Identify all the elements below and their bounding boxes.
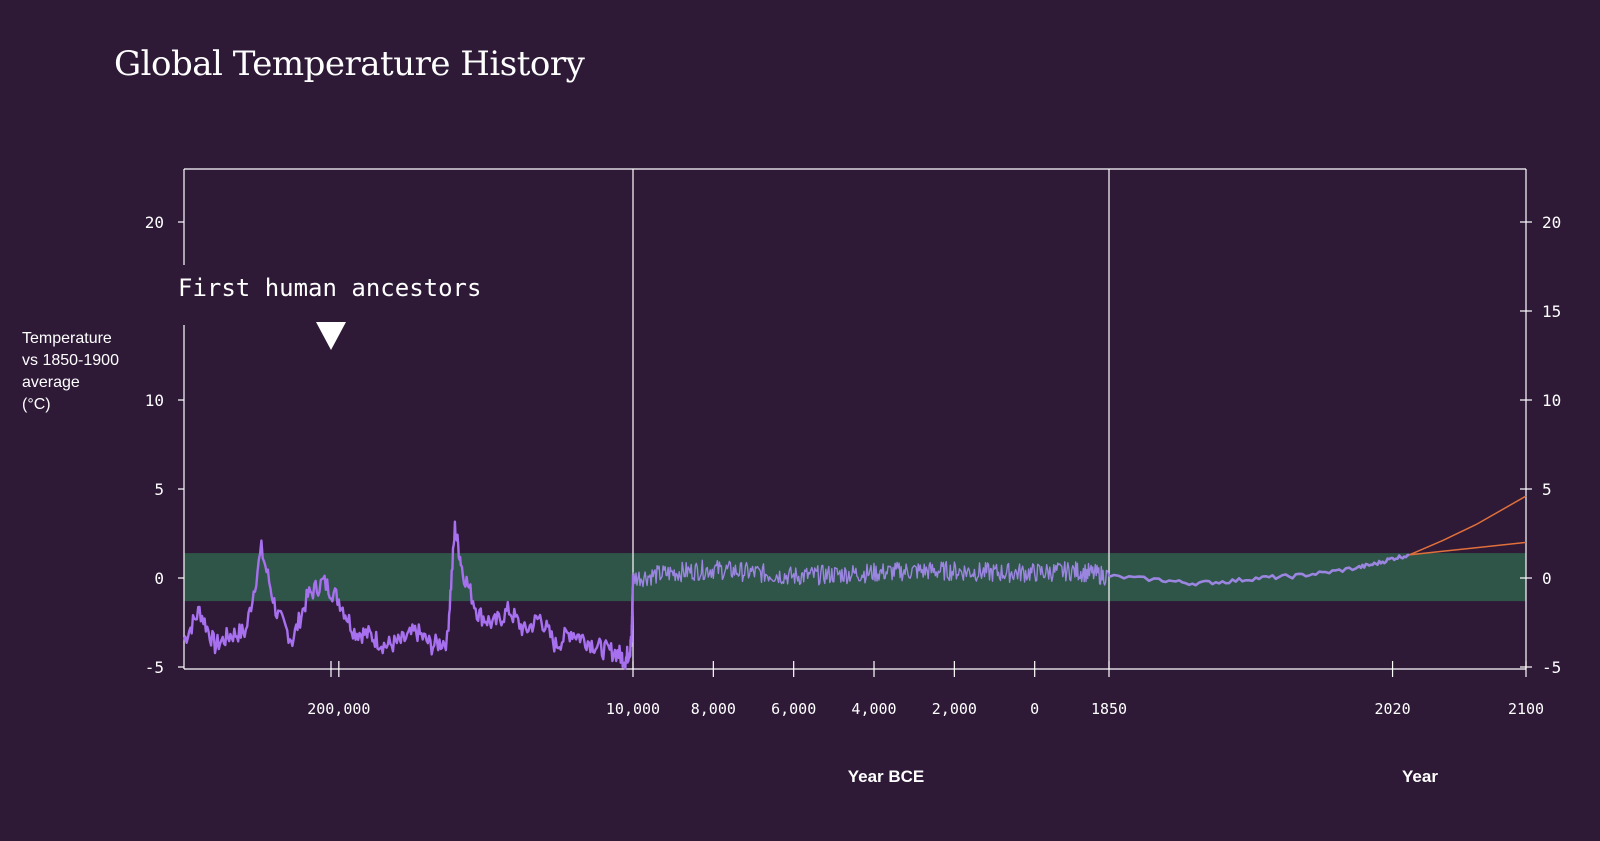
series-paleo-line: [182, 520, 635, 670]
x-tick-label: 8,000: [691, 700, 736, 718]
x-label-layer: Year BCE Year: [848, 767, 1439, 786]
x-axis-label-bce: Year BCE: [848, 767, 925, 786]
annotation-down-arrow-icon: [316, 322, 346, 350]
right-y-tick-label: 15: [1542, 302, 1561, 321]
x-tick-label: 2100: [1508, 700, 1544, 718]
y-axis-label: Temperature vs 1850-1900 average (°C): [22, 330, 119, 413]
x-tick-label: 2,000: [932, 700, 977, 718]
series-holocene-line: [632, 559, 1110, 588]
x-tick-label: 4,000: [851, 700, 896, 718]
frame-layer: [183, 168, 1527, 670]
annotation-label: First human ancestors: [178, 274, 481, 302]
x-tick-label: 10,000: [606, 700, 660, 718]
series-modern-line: [1108, 553, 1410, 587]
band-layer: [184, 553, 1526, 602]
series-layer: [182, 495, 1527, 670]
x-tick-label: 6,000: [771, 700, 816, 718]
x-axis-label-ce: Year: [1402, 767, 1438, 786]
left-y-tick-label: 20: [145, 213, 164, 232]
series-projection-high-line: [1408, 495, 1527, 556]
x-tick-label: 1850: [1091, 700, 1127, 718]
left-y-tick-label: -5: [145, 658, 164, 677]
chart-title: Global Temperature History: [114, 44, 585, 84]
annotation-layer: First human ancestors: [178, 274, 481, 350]
right-y-tick-label: 5: [1542, 480, 1552, 499]
right-y-tick-label: -5: [1542, 658, 1561, 677]
left-y-tick-label: 0: [154, 569, 164, 588]
x-tick-label: 2020: [1374, 700, 1410, 718]
series-projection-low-line: [1409, 541, 1527, 556]
x-tick-label: 0: [1030, 700, 1039, 718]
left-y-tick-label: 10: [145, 391, 164, 410]
tick-layer: 20 10 5 0 -5 20 15 10 5 0 -5 200,000 10,000 8,000 6,00…: [145, 213, 1562, 718]
x-tick-label: 200,000: [307, 700, 370, 718]
right-y-tick-label: 20: [1542, 213, 1561, 232]
right-y-tick-label: 0: [1542, 569, 1552, 588]
reference-band: [184, 553, 1526, 602]
right-y-tick-label: 10: [1542, 391, 1561, 410]
left-y-tick-label: 5: [154, 480, 164, 499]
